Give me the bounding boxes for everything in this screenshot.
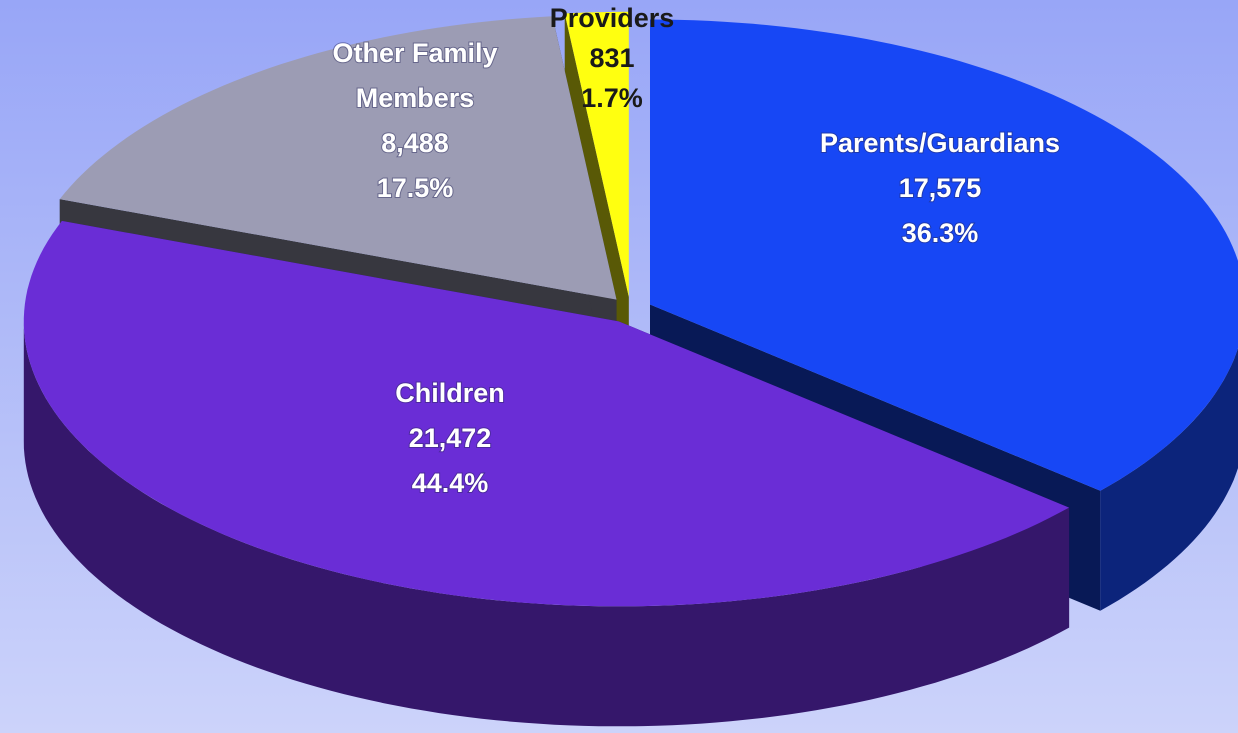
slice-value: 831 (589, 43, 634, 73)
slice-top (564, 11, 629, 297)
slice-percent: 36.3% (902, 218, 979, 248)
slice-top (650, 19, 1238, 491)
slice-top (23, 220, 1070, 607)
slice-label: Children (395, 378, 505, 408)
slice-percent: 1.7% (581, 83, 643, 113)
slice-value: 17,575 (899, 173, 982, 203)
slice-top (59, 16, 617, 300)
slice (23, 220, 1070, 727)
slice-side (23, 321, 1070, 727)
slice-label-line: Members (356, 83, 475, 113)
slice-label: Other Family Members (332, 38, 497, 113)
slice-value: 21,472 (409, 423, 492, 453)
slice-label: Providers (550, 3, 675, 33)
slice-value: 8,488 (381, 128, 449, 158)
slice-percent: 44.4% (412, 468, 489, 498)
labels: Parents/Guardians 17,575 36.3% Children 21,4… (331, 3, 1061, 499)
slice-label: Parents/Guardians (820, 128, 1060, 158)
pie (23, 11, 1238, 727)
slice-percent: 17.5% (377, 173, 454, 203)
slice-label-line: Other Family (332, 38, 497, 68)
slice-side (1100, 348, 1238, 611)
